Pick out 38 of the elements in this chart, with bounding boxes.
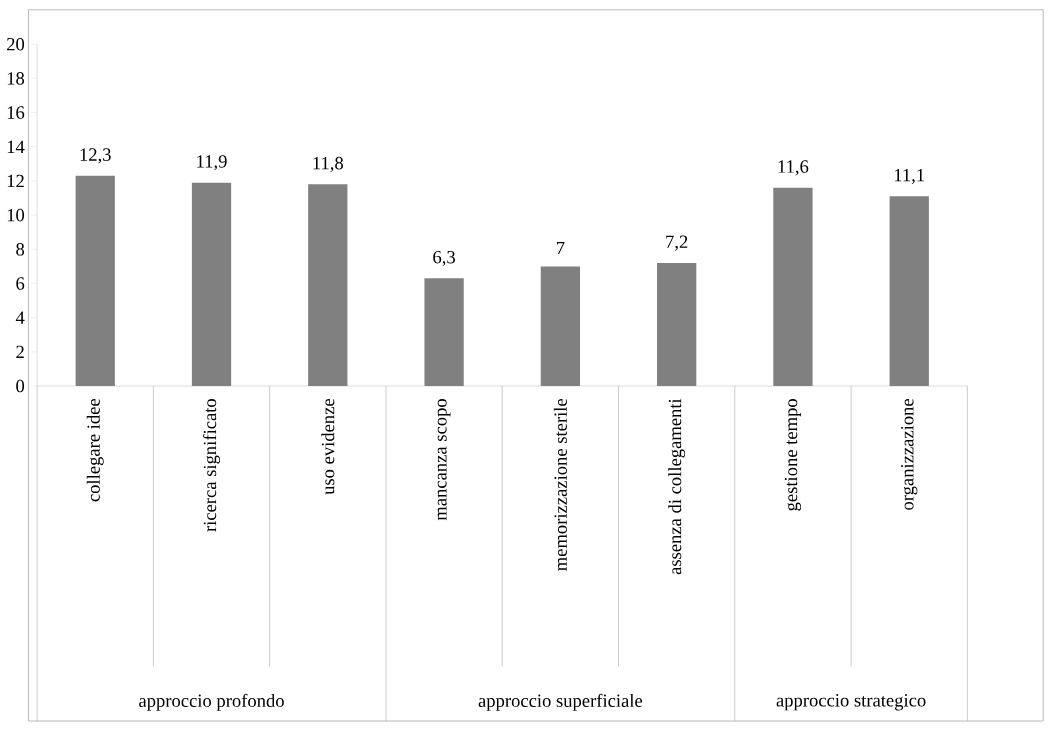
y-tick-label: 4 <box>15 311 25 324</box>
y-tick-label: 8 <box>16 243 25 256</box>
data-label: 11,9 <box>197 155 227 171</box>
bar <box>308 184 348 387</box>
x-tick-label: mancanza scopo <box>437 399 451 521</box>
y-tick-label: 0 <box>16 379 25 393</box>
bar <box>75 175 115 387</box>
x-tick-label: assenza di collegamenti <box>668 398 686 575</box>
y-tick-label: 16 <box>7 106 25 119</box>
x-tick-label: organizzazione <box>901 399 918 510</box>
bar <box>773 187 813 387</box>
y-tick-label: 20 <box>7 38 25 51</box>
data-label: 11,6 <box>778 160 809 176</box>
text: approccio superficiale <box>478 693 643 711</box>
y-tick-label: 14 <box>7 140 25 153</box>
bar <box>657 263 697 387</box>
text: approccio profondo <box>139 693 284 711</box>
x-tick-label: memorizzazione sterile <box>553 399 567 571</box>
bar <box>889 196 929 387</box>
data-label: 11,8 <box>313 156 344 173</box>
bar <box>540 266 581 387</box>
data-label: 7,2 <box>666 235 688 251</box>
bar <box>191 182 232 387</box>
data-label: 12,3 <box>80 148 111 164</box>
x-tick-label: collegare idee <box>86 399 104 502</box>
text: approccio strategico <box>776 694 926 711</box>
x-tick-label: gestione tempo <box>784 399 802 511</box>
y-tick-label: 6 <box>16 277 25 290</box>
data-label: 7 <box>556 242 565 255</box>
data-label: 11,1 <box>894 168 925 185</box>
data-label: 6,3 <box>433 250 455 267</box>
y-tick-label: 12 <box>7 174 24 188</box>
x-tick-label: uso evidenze <box>321 399 335 495</box>
x-tick-label: ricerca significato <box>202 399 221 532</box>
y-tick-label: 18 <box>7 72 25 85</box>
y-tick-label: 10 <box>7 208 25 222</box>
y-tick-label: 2 <box>16 345 24 359</box>
bar <box>424 278 464 387</box>
